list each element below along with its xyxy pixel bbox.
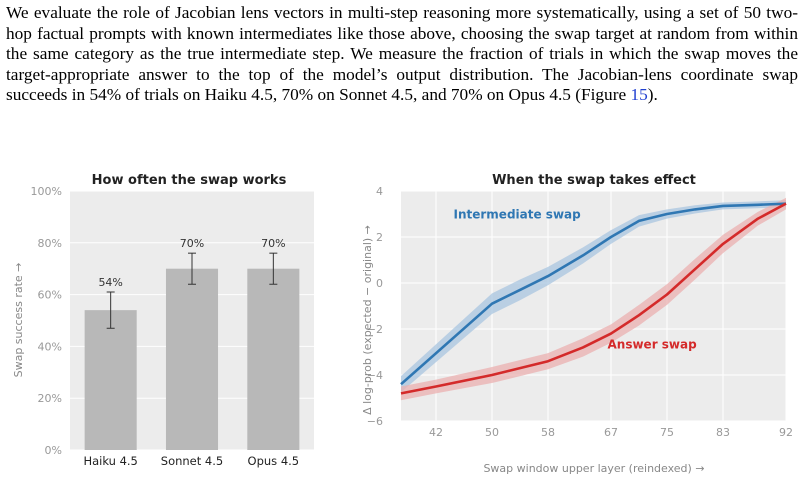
paragraph-text-end: ). [647,85,658,105]
line-ytick-label: −4 [367,369,383,382]
body-paragraph: We evaluate the role of Jacobian lens ve… [6,3,798,106]
bar [165,268,219,450]
bar-marks: 54% 70% 70% [84,237,300,450]
line-ytick-label: −6 [367,415,383,428]
bar-tick-labels: 0% 20% 40% 60% 80% 100% Haiku 4.5 Sonnet 4.5 Opu… [31,185,300,468]
line-xtick-label: 58 [541,426,555,439]
bar-ytick-label: 80% [38,237,62,250]
bar-chart-title: How often the swap works [92,173,287,188]
bar-ytick-label: 0% [45,444,62,457]
line-chart-title: When the swap takes effect [492,173,696,188]
line-ytick-label: −2 [367,323,383,336]
line-chart: Intermediate swap Answer swap −6 −4 −2 0 2 4 42… [361,173,793,475]
paragraph-text: We evaluate the role of Jacobian lens ve… [6,3,798,105]
series-line [400,202,787,395]
figure: 54% 70% 70% 0% 20% 40% 60% 80% 100% Haiku 4.5 Son… [12,173,793,475]
line-ytick-label: 4 [376,185,383,198]
bar-value-label: 70% [180,237,204,250]
line-ytick-label: 0 [376,277,383,290]
bar-value-label: 70% [261,237,285,250]
series-line [400,202,787,386]
line-xtick-label: 92 [779,426,793,439]
line-xtick-label: 75 [660,426,674,439]
bar [247,268,300,450]
series-label: Intermediate swap [454,208,582,222]
bar-chart: 54% 70% 70% 0% 20% 40% 60% 80% 100% Haiku 4.5 Son… [12,173,314,468]
line-xtick-label: 67 [604,426,618,439]
bar-chart-ylabel: Swap success rate → [12,263,25,378]
line-xtick-label: 42 [429,426,443,439]
line-xtick-label: 83 [716,426,730,439]
line-marks: Intermediate swap Answer swap [400,197,787,401]
bar-category-label: Sonnet 4.5 [161,454,223,468]
bar-ytick-label: 20% [38,392,62,405]
bar-category-label: Haiku 4.5 [83,454,137,468]
line-chart-ylabel: Δ log-prob (expected − original) → [361,225,374,415]
bar-category-label: Opus 4.5 [248,454,300,468]
bar-ytick-label: 60% [38,289,62,302]
line-chart-xlabel: Swap window upper layer (reindexed) → [483,462,704,475]
figure-reference-link[interactable]: 15 [630,85,648,105]
bar-ytick-label: 40% [38,340,62,353]
confidence-band [401,197,786,401]
line-xtick-label: 50 [485,426,499,439]
bar-ytick-label: 100% [31,185,62,198]
line-ytick-label: 2 [376,231,383,244]
bar-value-label: 54% [98,276,122,289]
bar [84,310,137,450]
line-tick-labels: −6 −4 −2 0 2 4 42 50 58 67 75 83 92 [367,185,793,439]
series-label: Answer swap [608,338,698,352]
